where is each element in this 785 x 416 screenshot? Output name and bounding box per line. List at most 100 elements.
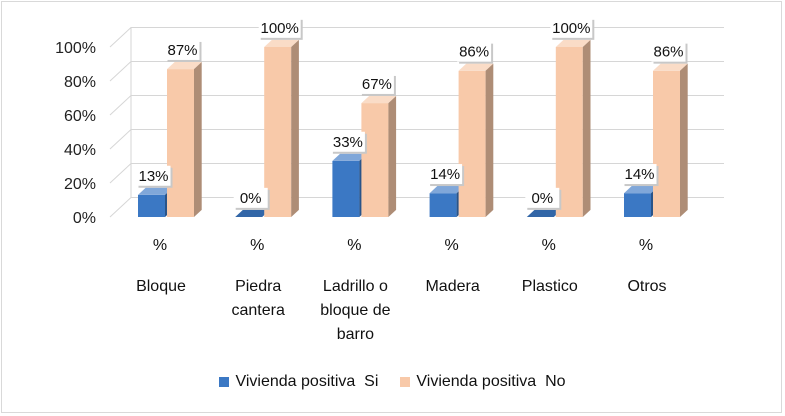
y-tick-label: 100% (55, 40, 96, 57)
bar (361, 95, 397, 217)
y-tick-label: 60% (64, 108, 96, 125)
category-name: Bloque (136, 278, 186, 295)
legend-label: Vivienda positiva No (416, 373, 566, 390)
y-tick-label: 80% (64, 74, 96, 91)
data-label: 14% (622, 164, 659, 187)
bar-top (555, 39, 591, 47)
category-label: % Bloque (136, 237, 186, 295)
category-label: % Plastico (522, 237, 578, 295)
bar-top (264, 39, 299, 47)
legend-item: Vivienda positiva Si (219, 373, 378, 391)
bar (264, 39, 299, 217)
gridline (109, 27, 724, 48)
bar-front (624, 193, 651, 217)
bar-side (388, 95, 397, 217)
category-name: Otros (627, 278, 666, 295)
data-labels: 13% 87% 0% 100% 33% 67% 14% 86% 0% 100% 14% 86% (136, 17, 688, 210)
legend-swatch (400, 377, 411, 387)
bar-side (194, 61, 202, 218)
data-label: 0% (233, 187, 270, 210)
bar-top (429, 186, 465, 194)
data-label: 87% (165, 39, 202, 62)
category-label: % Piedra cantera (232, 237, 285, 319)
bar-front (264, 47, 292, 217)
category-label: % Madera (425, 237, 479, 295)
gridline (109, 95, 724, 116)
category-name: Madera (425, 278, 479, 295)
data-label-box (428, 164, 463, 185)
data-label-box (622, 164, 657, 185)
data-label-text: 14% (430, 166, 460, 183)
data-label-text: 86% (459, 44, 489, 61)
data-label-box (651, 41, 686, 62)
data-label: 33% (330, 131, 367, 154)
gridline (109, 61, 724, 82)
bar-side (680, 63, 688, 218)
category-name: Piedra (235, 278, 281, 295)
bar-top (332, 153, 368, 161)
legend-item: Vivienda positiva No (400, 373, 566, 391)
bar (235, 209, 270, 217)
bar-front (429, 193, 457, 217)
bar-top (235, 209, 270, 217)
bar-front (138, 194, 165, 217)
data-label-text: 86% (653, 44, 683, 61)
bar-top (138, 187, 173, 195)
chart-legend: Vivienda positiva Si Vivienda positiva No (0, 373, 785, 391)
bar-side (485, 63, 494, 218)
data-label: 14% (428, 164, 465, 187)
data-label-box (330, 131, 365, 152)
data-label-text: 0% (240, 190, 262, 207)
bar (458, 63, 494, 218)
bar-top (624, 186, 659, 194)
data-label: 67% (359, 73, 396, 96)
bar-front (555, 47, 583, 217)
data-label-box (165, 39, 200, 60)
bar-top (167, 61, 202, 70)
data-label-text: 0% (531, 190, 553, 207)
data-label-box (359, 73, 394, 94)
bar-front (653, 70, 680, 217)
data-label-box (258, 17, 301, 38)
y-tick-label: 40% (64, 142, 96, 159)
data-label-text: 87% (167, 42, 197, 59)
data-label-box (457, 41, 492, 62)
category-name: barro (337, 326, 374, 343)
bar-front (458, 70, 486, 217)
legend-swatch (219, 377, 230, 387)
category-unit: % (347, 237, 361, 254)
data-label-box (550, 17, 593, 38)
category-name: cantera (232, 302, 285, 319)
x-axis-categories: % Bloque% Piedra cantera% Ladrillo o bloque d… (136, 237, 666, 343)
bar (555, 39, 591, 217)
gridline (109, 129, 724, 150)
category-unit: % (542, 237, 556, 254)
bar-front (332, 160, 360, 217)
category-unit: % (250, 237, 264, 254)
bar-top (653, 63, 688, 71)
category-unit: % (153, 237, 167, 254)
bar-side (582, 39, 591, 217)
data-label: 86% (457, 41, 494, 64)
data-label-box (233, 187, 268, 208)
data-label-box (525, 187, 560, 208)
category-name: bloque de (320, 302, 390, 319)
bar-front (361, 103, 389, 217)
data-label-text: 13% (138, 168, 168, 185)
bar-side (291, 39, 299, 217)
data-label-text: 67% (362, 76, 392, 93)
data-label-text: 14% (624, 166, 654, 183)
data-label-text: 33% (333, 134, 363, 151)
bar (332, 153, 368, 217)
category-label: % Otros (627, 237, 666, 295)
bar-front (167, 69, 194, 217)
category-unit: % (639, 237, 653, 254)
y-tick-label: 0% (73, 210, 96, 227)
bar-top (361, 95, 397, 104)
bar (526, 209, 562, 217)
bar-top (526, 209, 562, 217)
category-name: Ladrillo o (323, 278, 388, 295)
bar (653, 63, 688, 218)
y-tick-label: 20% (64, 176, 96, 193)
